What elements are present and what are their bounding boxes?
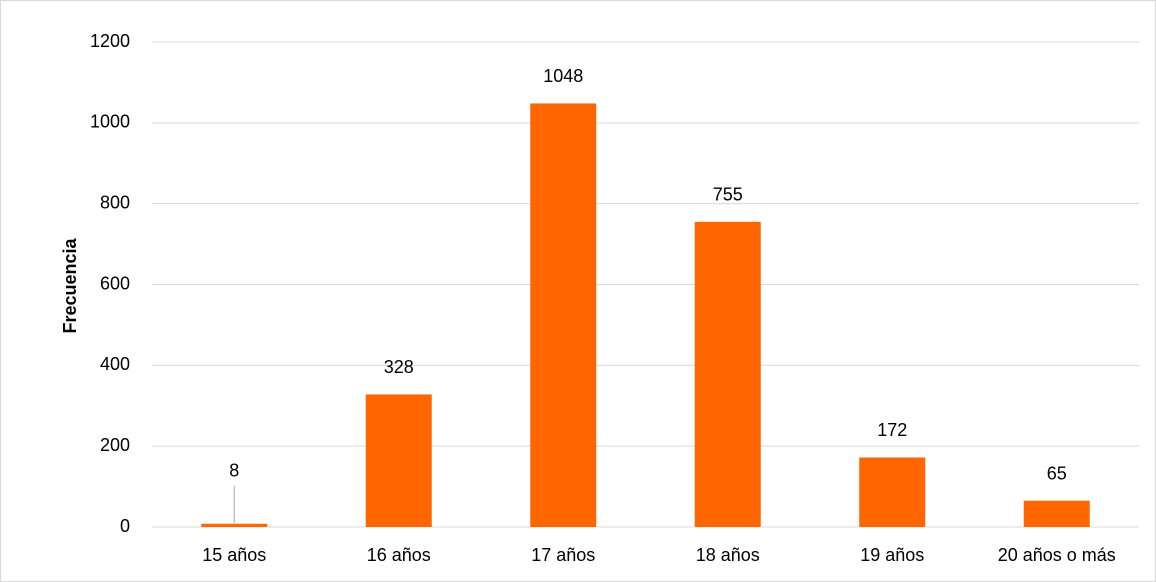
data-labels: 8 328 1048 755 172 65: [229, 66, 1067, 523]
bar: [201, 523, 268, 527]
y-tick-label: 800: [100, 192, 130, 212]
bar: [365, 394, 432, 527]
bar: [859, 457, 926, 527]
data-label: 755: [713, 185, 743, 205]
data-label: 328: [384, 357, 414, 377]
y-tick-label: 200: [100, 435, 130, 455]
y-tick-label: 1200: [90, 31, 130, 51]
x-tick-label: 15 años: [202, 545, 266, 565]
y-tick-label: 0: [120, 516, 130, 536]
bar: [694, 221, 761, 527]
bar: [1023, 500, 1090, 527]
y-tick-label: 600: [100, 273, 130, 293]
x-tick-label: 18 años: [696, 545, 760, 565]
data-label: 65: [1047, 463, 1067, 483]
x-tick-labels: 15 años 16 años 17 años 18 años 19 años 20 añ…: [202, 545, 1116, 565]
y-tick-label: 1000: [90, 112, 130, 132]
x-tick-label: 16 años: [367, 545, 431, 565]
bar: [530, 103, 597, 527]
y-tick-label: 400: [100, 354, 130, 374]
data-label: 8: [229, 461, 239, 481]
y-axis-title: Frecuencia: [60, 237, 80, 333]
data-label: 172: [877, 420, 907, 440]
gridlines: [152, 41, 1139, 528]
x-tick-label: 20 años o más: [998, 545, 1116, 565]
data-label: 1048: [543, 66, 583, 86]
bars: [201, 103, 1090, 527]
y-tick-labels: 0 200 400 600 800 1000 1200: [90, 31, 130, 536]
x-tick-label: 19 años: [860, 545, 924, 565]
x-tick-label: 17 años: [531, 545, 595, 565]
